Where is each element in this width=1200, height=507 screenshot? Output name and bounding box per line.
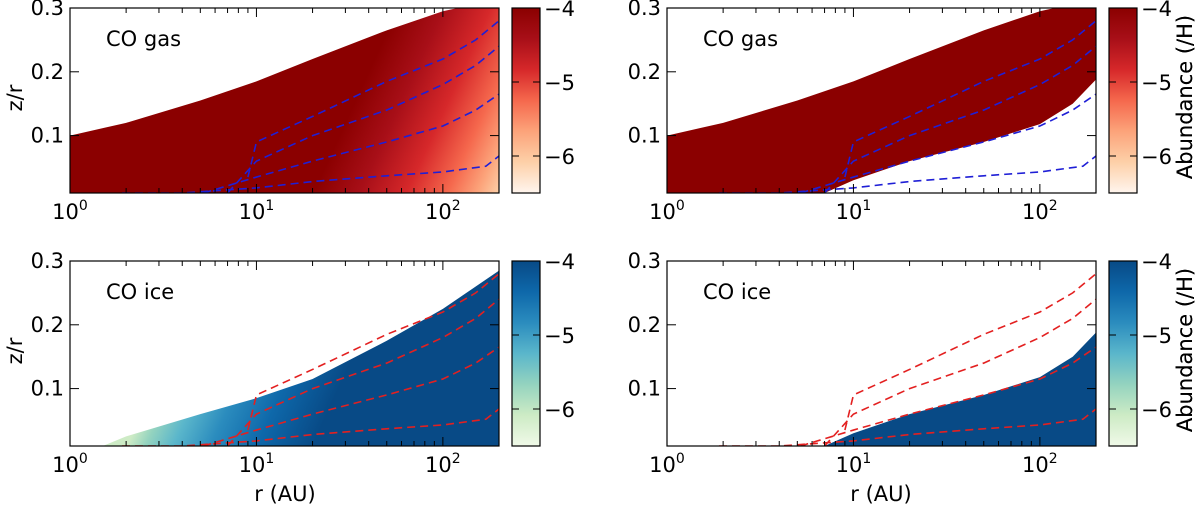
x-tick-label: 101 xyxy=(836,451,872,477)
contour-line-3 xyxy=(226,45,499,193)
colorbar-tick-label: −6 xyxy=(1141,398,1172,422)
y-tick-label: 0.2 xyxy=(31,60,64,84)
x-tick-label: 102 xyxy=(425,198,461,224)
x-tick-label: 101 xyxy=(836,198,872,224)
colorbar-label: Abundance (/H) xyxy=(1173,15,1197,179)
colorbar-tick-label: −5 xyxy=(1141,71,1172,95)
y-axis-label: z/r xyxy=(3,84,27,111)
x-axis-label: r (AU) xyxy=(850,482,911,506)
y-tick-label: 0.1 xyxy=(628,377,661,401)
colorbar-label: Abundance (/H) xyxy=(1173,268,1197,432)
contour-line-4 xyxy=(844,20,1096,178)
colorbar xyxy=(1108,7,1138,194)
y-tick-label: 0.1 xyxy=(628,124,661,148)
plot-frame xyxy=(69,7,500,194)
contour-line-2 xyxy=(800,93,1096,193)
colorbar xyxy=(511,260,541,447)
colorbar-tick-label: −6 xyxy=(544,398,575,422)
colorbar-tick-label: −5 xyxy=(1141,324,1172,348)
x-tick-label: 102 xyxy=(425,451,461,477)
panel-label: CO ice xyxy=(703,280,771,304)
x-tick-label: 100 xyxy=(52,198,88,224)
x-tick-label: 100 xyxy=(649,198,685,224)
abundance-region xyxy=(70,8,499,193)
colorbar xyxy=(511,7,541,194)
y-tick-label: 0.3 xyxy=(31,249,64,273)
colorbar xyxy=(1108,260,1138,447)
abundance-region xyxy=(824,332,1096,446)
colorbar-tick-label: −5 xyxy=(544,71,575,95)
x-tick-label: 102 xyxy=(1022,198,1058,224)
x-tick-label: 101 xyxy=(239,451,275,477)
contour-line-1 xyxy=(121,155,499,193)
panel-bottom-left: CO ice z/r r (AU) Abundance (/H) 100 101 1… xyxy=(3,249,1197,506)
colorbar-tick-label: −6 xyxy=(544,145,575,169)
panel-label: CO ice xyxy=(106,280,174,304)
panel-bottom-right: CO ice r (AU) Abundance (/H) 100 101 102 0.… xyxy=(628,249,1197,506)
y-tick-label: 0.3 xyxy=(628,0,661,20)
contour-line-2 xyxy=(203,346,499,446)
abundance-region xyxy=(102,270,499,446)
x-axis-label: r (AU) xyxy=(254,482,315,506)
y-tick-label: 0.1 xyxy=(31,124,64,148)
contour-line-1 xyxy=(718,408,1096,446)
y-tick-label: 0.2 xyxy=(31,313,64,337)
contour-line-4 xyxy=(844,273,1096,431)
colorbar-tick-label: −4 xyxy=(544,0,575,21)
contour-line-4 xyxy=(247,273,499,431)
colorbar-tick-label: −4 xyxy=(1141,250,1172,274)
x-tick-label: 101 xyxy=(239,198,275,224)
contour-line-2 xyxy=(800,346,1096,446)
y-tick-label: 0.2 xyxy=(628,313,661,337)
y-tick-label: 0.1 xyxy=(31,377,64,401)
colorbar-tick-label: −4 xyxy=(1141,0,1172,21)
contour-line-3 xyxy=(226,298,499,446)
colorbar-label: Abundance (/H) xyxy=(1173,15,1197,179)
contour-line-4 xyxy=(247,20,499,178)
colorbar-tick-label: −5 xyxy=(544,324,575,348)
y-tick-label: 0.3 xyxy=(31,0,64,20)
colorbar-tick-label: −4 xyxy=(544,250,575,274)
abundance-region xyxy=(667,8,1096,193)
y-axis-label: z/r xyxy=(3,337,27,364)
contour-line-2 xyxy=(203,93,499,193)
colorbar-label: Abundance (/H) xyxy=(1173,268,1197,432)
contour-line-3 xyxy=(823,298,1096,446)
plot-frame xyxy=(666,260,1097,447)
plot-frame xyxy=(69,260,500,447)
panel-top-right: CO gas Abundance (/H) 100 101 102 0.1 0.2 0.3… xyxy=(628,0,1197,224)
plot-frame xyxy=(666,7,1097,194)
contour-line-1 xyxy=(718,155,1096,193)
contour-line-1 xyxy=(121,408,499,446)
colorbar-tick-label: −6 xyxy=(1141,145,1172,169)
x-tick-label: 102 xyxy=(1022,451,1058,477)
contour-line-3 xyxy=(823,45,1096,193)
y-tick-label: 0.3 xyxy=(628,249,661,273)
x-tick-label: 100 xyxy=(649,451,685,477)
y-tick-label: 0.2 xyxy=(628,60,661,84)
panel-label: CO gas xyxy=(703,27,778,51)
panel-label: CO gas xyxy=(106,27,181,51)
x-tick-label: 100 xyxy=(52,451,88,477)
